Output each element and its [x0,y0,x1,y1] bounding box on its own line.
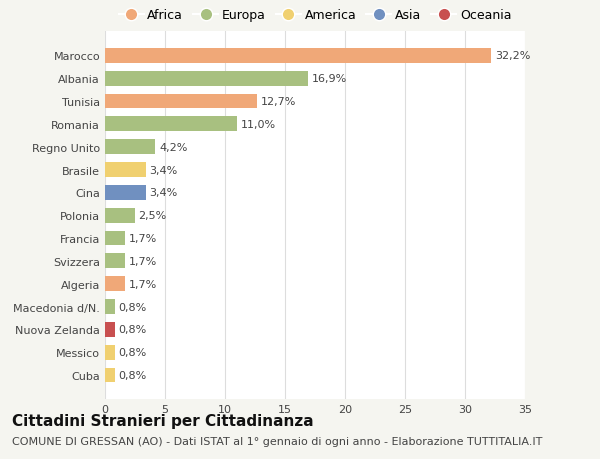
Text: COMUNE DI GRESSAN (AO) - Dati ISTAT al 1° gennaio di ogni anno - Elaborazione TU: COMUNE DI GRESSAN (AO) - Dati ISTAT al 1… [12,436,542,446]
Bar [105,231,125,246]
Text: 0,8%: 0,8% [118,302,146,312]
Text: 11,0%: 11,0% [241,120,276,129]
Text: 3,4%: 3,4% [149,165,178,175]
Bar [105,254,125,269]
Bar [105,163,146,178]
Bar [105,299,115,314]
Legend: Africa, Europa, America, Asia, Oceania: Africa, Europa, America, Asia, Oceania [119,9,511,22]
Bar [105,117,237,132]
Bar [105,72,308,86]
Text: 4,2%: 4,2% [159,142,187,152]
Bar [105,277,125,291]
Text: Cittadini Stranieri per Cittadinanza: Cittadini Stranieri per Cittadinanza [12,413,314,428]
Bar [105,368,115,383]
Bar [105,208,135,223]
Text: 12,7%: 12,7% [261,97,296,107]
Bar [105,322,115,337]
Text: 2,5%: 2,5% [139,211,167,221]
Bar [105,345,115,360]
Bar [105,140,155,155]
Text: 0,8%: 0,8% [118,325,146,335]
Text: 1,7%: 1,7% [129,256,157,266]
Bar [105,49,491,64]
Text: 1,7%: 1,7% [129,279,157,289]
Text: 0,8%: 0,8% [118,347,146,358]
Text: 3,4%: 3,4% [149,188,178,198]
Text: 1,7%: 1,7% [129,234,157,244]
Bar [105,185,146,200]
Text: 32,2%: 32,2% [495,51,530,61]
Text: 16,9%: 16,9% [311,74,347,84]
Text: 0,8%: 0,8% [118,370,146,380]
Bar [105,95,257,109]
